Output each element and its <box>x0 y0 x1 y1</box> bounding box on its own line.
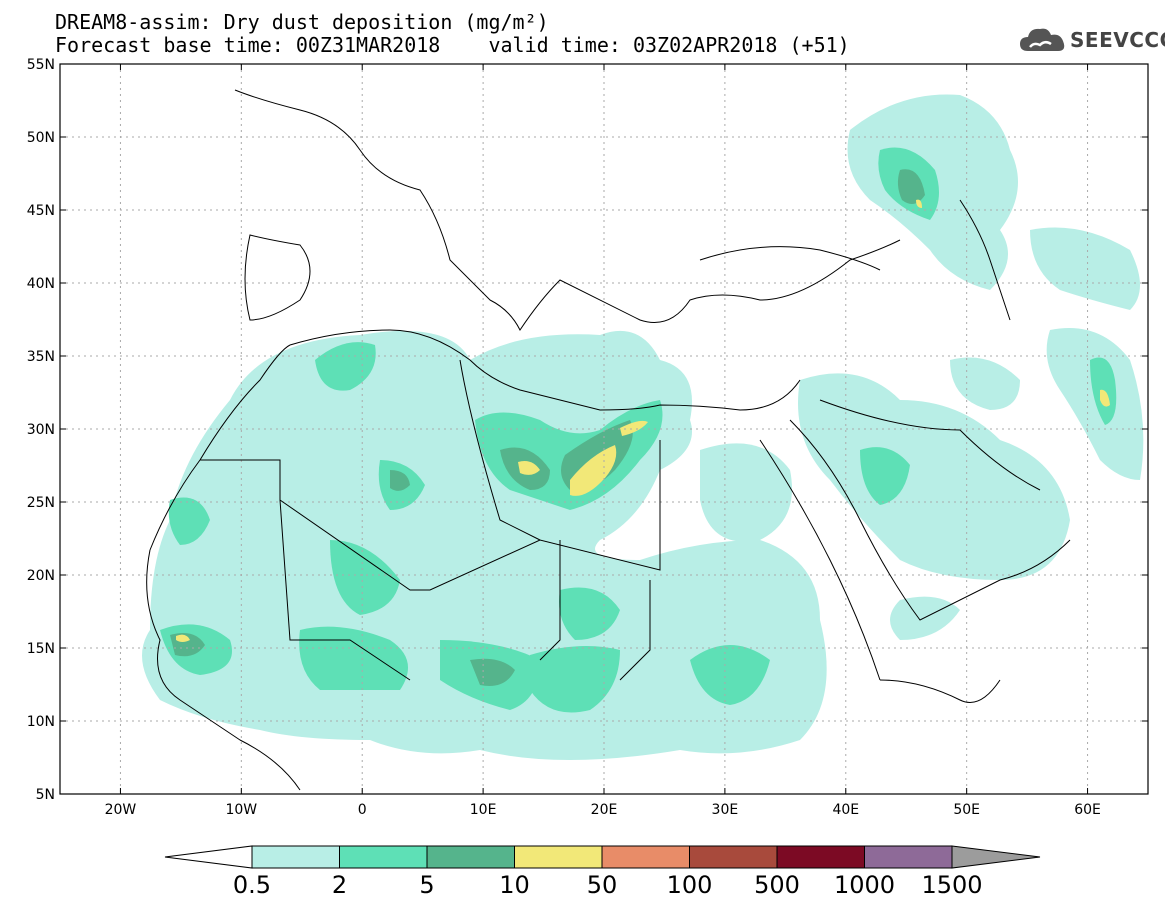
colorbar-level-label: 1500 <box>921 871 982 899</box>
lat-label: 10N <box>27 714 55 730</box>
lat-label: 15N <box>27 641 55 657</box>
lat-label: 25N <box>27 495 55 511</box>
forecast-times: Forecast base time: 00Z31MAR2018 valid t… <box>55 33 850 57</box>
cloud-icon <box>1020 28 1065 51</box>
colorbar-level-label: 50 <box>587 871 618 899</box>
colorbar-cell <box>514 845 603 869</box>
seevccc-logo: SEEVCCC <box>1018 25 1165 55</box>
lat-label: 40N <box>27 276 55 292</box>
lon-label: 20W <box>105 802 137 818</box>
lon-label: 0 <box>358 802 367 818</box>
lat-label: 45N <box>27 203 55 219</box>
colorbar-cell <box>339 845 428 869</box>
colorbar-labels: 0.5 2 5 10 50 100 500 1000 1500 <box>233 871 983 899</box>
colorbar-level-label: 500 <box>754 871 800 899</box>
colorbar-cell <box>426 845 515 869</box>
colorbar-over-triangle <box>951 845 1041 869</box>
lon-label: 40E <box>832 802 859 818</box>
colorbar-level-label: 10 <box>499 871 530 899</box>
lon-label: 30E <box>712 802 739 818</box>
logo-text: SEEVCCC <box>1070 28 1165 52</box>
lat-label: 50N <box>27 130 55 146</box>
longitude-labels: 20W 10W 0 10E 20E 30E 40E 50E 60E <box>105 802 1101 818</box>
lon-label: 20E <box>591 802 618 818</box>
lon-label: 60E <box>1074 802 1101 818</box>
colorbar-level-label: 2 <box>332 871 347 899</box>
colorbar-level-label: 100 <box>667 871 713 899</box>
colorbar-cell <box>864 845 953 869</box>
lat-label: 35N <box>27 349 55 365</box>
lat-label: 5N <box>36 787 55 803</box>
axis-ticks <box>60 63 1148 795</box>
lon-label: 10W <box>225 802 257 818</box>
colorbar-level-label: 5 <box>419 871 434 899</box>
lat-label: 20N <box>27 568 55 584</box>
map-title: DREAM8-assim: Dry dust deposition (mg/m²… <box>55 10 549 34</box>
coastlines-borders <box>146 89 1071 791</box>
latitude-labels: 55N 50N 45N 40N 35N 30N 25N 20N 15N 10N 5N <box>27 57 55 803</box>
colorbar-cell <box>689 845 778 869</box>
colorbar-under-triangle <box>164 845 253 869</box>
contour-level-10 <box>176 199 1110 642</box>
colorbar-cells <box>164 845 1041 869</box>
lat-label: 55N <box>27 57 55 73</box>
colorbar-cell <box>601 845 690 869</box>
colorbar-cell <box>776 845 865 869</box>
dust-deposition-field <box>142 94 1144 760</box>
colorbar-level-label: 0.5 <box>233 871 271 899</box>
colorbar-level-label: 1000 <box>834 871 895 899</box>
colorbar-cell <box>251 845 340 869</box>
graticule <box>60 64 1148 794</box>
lon-label: 10E <box>470 802 497 818</box>
lon-label: 50E <box>953 802 980 818</box>
lat-label: 30N <box>27 422 55 438</box>
